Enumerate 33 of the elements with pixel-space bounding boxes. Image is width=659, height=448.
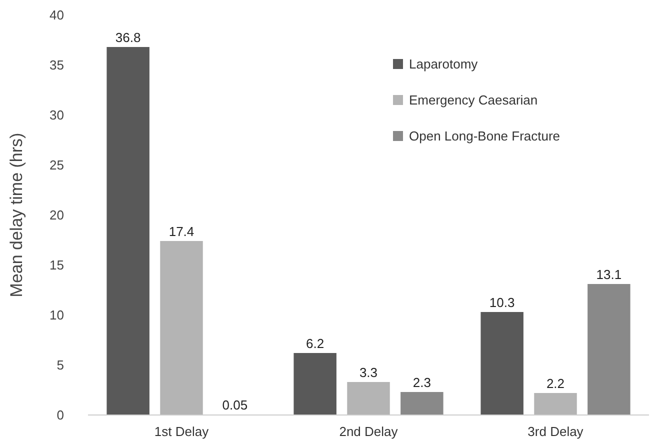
bar: [400, 392, 444, 415]
x-tick-label: 3rd Delay: [528, 424, 584, 439]
data-label: 10.3: [489, 295, 515, 310]
bar: [160, 241, 203, 415]
legend-label: Emergency Caesarian: [409, 92, 538, 108]
data-label: 6.2: [306, 336, 324, 351]
x-tick-label: 2nd Delay: [339, 424, 398, 439]
y-tick-label: 25: [50, 158, 64, 173]
y-tick-label: 30: [50, 108, 64, 123]
legend-label: Laparotomy: [409, 56, 478, 72]
data-label: 13.1: [596, 267, 622, 282]
x-tick-label: 1st Delay: [154, 424, 210, 439]
y-axis-title: Mean delay time (hrs): [7, 132, 26, 298]
data-label: 3.3: [359, 365, 378, 380]
y-tick-label: 5: [56, 358, 64, 373]
bar: [588, 284, 630, 415]
data-label: 36.8: [115, 30, 141, 45]
data-label: 0.05: [222, 398, 248, 412]
y-tick-label: 40: [50, 8, 64, 23]
bar: [534, 393, 577, 415]
y-tick-label: 0: [56, 408, 64, 423]
y-tick-label: 15: [50, 258, 64, 273]
bar: [480, 312, 524, 415]
bar: [294, 353, 336, 415]
y-tick-label: 20: [50, 208, 64, 223]
data-label: 17.4: [168, 224, 194, 239]
bar: [106, 47, 150, 415]
y-tick-label: 35: [50, 58, 64, 73]
legend-label: Open Long-Bone Fracture: [409, 128, 560, 144]
y-tick-label: 10: [50, 308, 64, 323]
data-label: 2.3: [412, 375, 431, 390]
data-label: 2.2: [546, 376, 565, 391]
bar: [347, 382, 390, 415]
